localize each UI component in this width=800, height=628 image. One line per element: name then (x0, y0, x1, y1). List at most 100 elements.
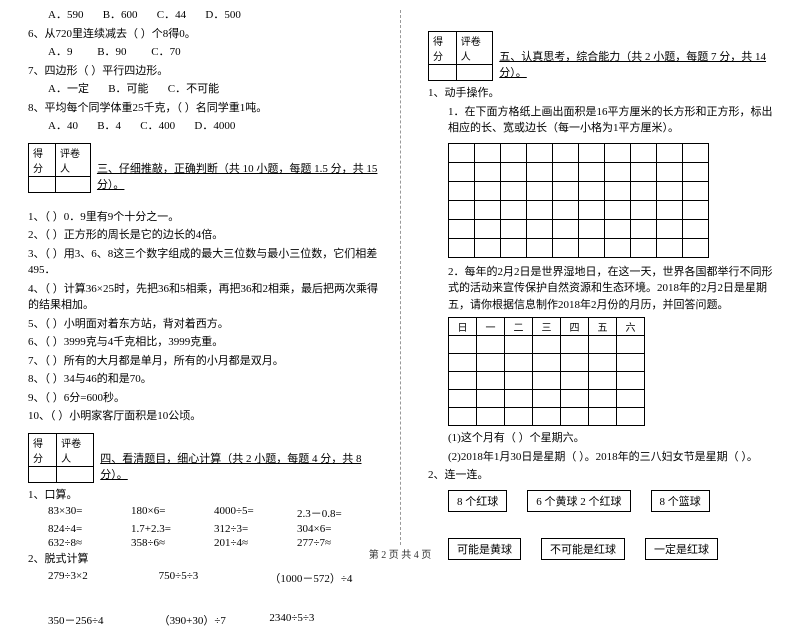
calendar-cell (561, 390, 589, 408)
left-column: A．590 B．600 C．44 D．500 6、从720里连续减去（ ）个8得… (0, 0, 400, 545)
calendar-cell (533, 354, 561, 372)
grid-cell (657, 181, 683, 200)
calc-row: 824÷4= 1.7+2.3= 312÷3= 304×6= (48, 523, 380, 535)
grader-label: 评卷人 (55, 143, 90, 176)
calc-cell: （390+30）÷7 (159, 612, 270, 628)
calendar-cell (449, 372, 477, 390)
opt-d: D．4000 (194, 120, 235, 132)
calendar-cell (561, 354, 589, 372)
grid-10x6 (448, 143, 780, 258)
q1-2a: (1)这个月有（ ）个星期六。 (428, 430, 780, 447)
score-label: 得分 (29, 433, 57, 466)
grid-cell (475, 143, 501, 162)
grid-cell (553, 181, 579, 200)
calendar-cell (449, 390, 477, 408)
grid-cell (579, 143, 605, 162)
judge-5: 5、（ ）小明面对着东方站，背对着西方。 (28, 316, 380, 333)
grid-cell (605, 200, 631, 219)
grid-cell (527, 143, 553, 162)
grid-cell (553, 238, 579, 257)
grid-cell (475, 238, 501, 257)
score-cell (429, 65, 457, 81)
calc-cell: 312÷3= (214, 523, 297, 535)
calendar-header-cell: 日 (449, 318, 477, 336)
calendar-cell (533, 390, 561, 408)
calc-cell: 750÷5÷3 (159, 570, 270, 586)
q1-2b: (2)2018年1月30日是星期（ ）。2018年的三八妇女节是星期（ ）。 (428, 449, 780, 466)
opt-b: B．4 (97, 120, 121, 132)
tag-box: 6 个黄球 2 个红球 (527, 490, 630, 512)
section4-title: 四、看清题目，细心计算（共 2 小题，每题 4 分，共 8 分）。 (100, 450, 380, 483)
grid-cell (449, 238, 475, 257)
score-label: 得分 (429, 32, 457, 65)
grid-cell (449, 181, 475, 200)
grid-cell (449, 200, 475, 219)
calc-cell: 2340÷5÷3 (269, 612, 380, 628)
grid-cell (657, 219, 683, 238)
score-cell (29, 176, 56, 192)
calendar-cell (449, 354, 477, 372)
calendar-cell (477, 336, 505, 354)
score-box-sec4: 得分评卷人 四、看清题目，细心计算（共 2 小题，每题 4 分，共 8 分）。 (28, 433, 380, 483)
grid-cell (683, 143, 709, 162)
calendar-cell (477, 372, 505, 390)
grid-cell (475, 200, 501, 219)
calendar-header-cell: 六 (617, 318, 645, 336)
q1-label: 1、动手操作。 (428, 85, 780, 102)
grader-cell (55, 176, 90, 192)
grid-cell (501, 238, 527, 257)
calendar-header-cell: 三 (533, 318, 561, 336)
judge-1: 1、（ ）0．9里有9个十分之一。 (28, 209, 380, 226)
calc-cell: 1.7+2.3= (131, 523, 214, 535)
grid-cell (553, 162, 579, 181)
opt-b: B．600 (103, 9, 138, 21)
calc-cell: 180×6= (131, 505, 214, 521)
score-cell (29, 466, 57, 482)
calendar-cell (477, 408, 505, 426)
judge-10: 10、（ ）小明家客厅面积是10公顷。 (28, 408, 380, 425)
grid-cell (579, 181, 605, 200)
grid-cell (605, 162, 631, 181)
grid-cell (605, 143, 631, 162)
calendar-cell (617, 336, 645, 354)
grid-cell (527, 181, 553, 200)
tag-row-1: 8 个红球 6 个黄球 2 个红球 8 个篮球 (448, 490, 780, 512)
grid-cell (553, 219, 579, 238)
calc-row: 279÷3×2 750÷5÷3 （1000－572）÷4 (48, 570, 380, 586)
calendar-cell (505, 390, 533, 408)
calendar-header-cell: 一 (477, 318, 505, 336)
judge-7: 7、（ ）所有的大月都是单月，所有的小月都是双月。 (28, 353, 380, 370)
calendar-cell (589, 336, 617, 354)
grid-cell (683, 181, 709, 200)
calendar-cell (561, 408, 589, 426)
calendar-cell (589, 372, 617, 390)
grid-cell (475, 162, 501, 181)
calendar-cell (505, 372, 533, 390)
grid-cell (631, 143, 657, 162)
grid-cell (605, 181, 631, 200)
tag-box: 8 个篮球 (651, 490, 710, 512)
q5-options: A．590 B．600 C．44 D．500 (28, 7, 380, 24)
score-table: 得分评卷人 (28, 433, 94, 483)
grid-cell (501, 219, 527, 238)
opt-c: C．400 (140, 120, 175, 132)
grid-cell (449, 162, 475, 181)
calendar-cell (533, 372, 561, 390)
grader-label: 评卷人 (456, 32, 493, 65)
q7-options: A．一定 B．可能 C．不可能 (28, 81, 380, 98)
calendar-cell (617, 390, 645, 408)
right-column: 得分评卷人 五、认真思考，综合能力（共 2 小题，每题 7 分，共 14 分）。… (400, 0, 800, 545)
grid-cell (501, 181, 527, 200)
score-box-sec5: 得分评卷人 五、认真思考，综合能力（共 2 小题，每题 7 分，共 14 分）。 (428, 31, 780, 81)
grid-cell (527, 200, 553, 219)
grid-cell (501, 143, 527, 162)
grid-cell (553, 200, 579, 219)
grid-cell (657, 143, 683, 162)
calendar-header-cell: 五 (589, 318, 617, 336)
calendar-cell (505, 354, 533, 372)
q8-options: A．40 B．4 C．400 D．4000 (28, 118, 380, 135)
grid-cell (501, 162, 527, 181)
q8-text: 8、平均每个同学体重25千克，（ ）名同学重1吨。 (28, 100, 380, 117)
grader-label: 评卷人 (57, 433, 94, 466)
calendar-cell (589, 390, 617, 408)
